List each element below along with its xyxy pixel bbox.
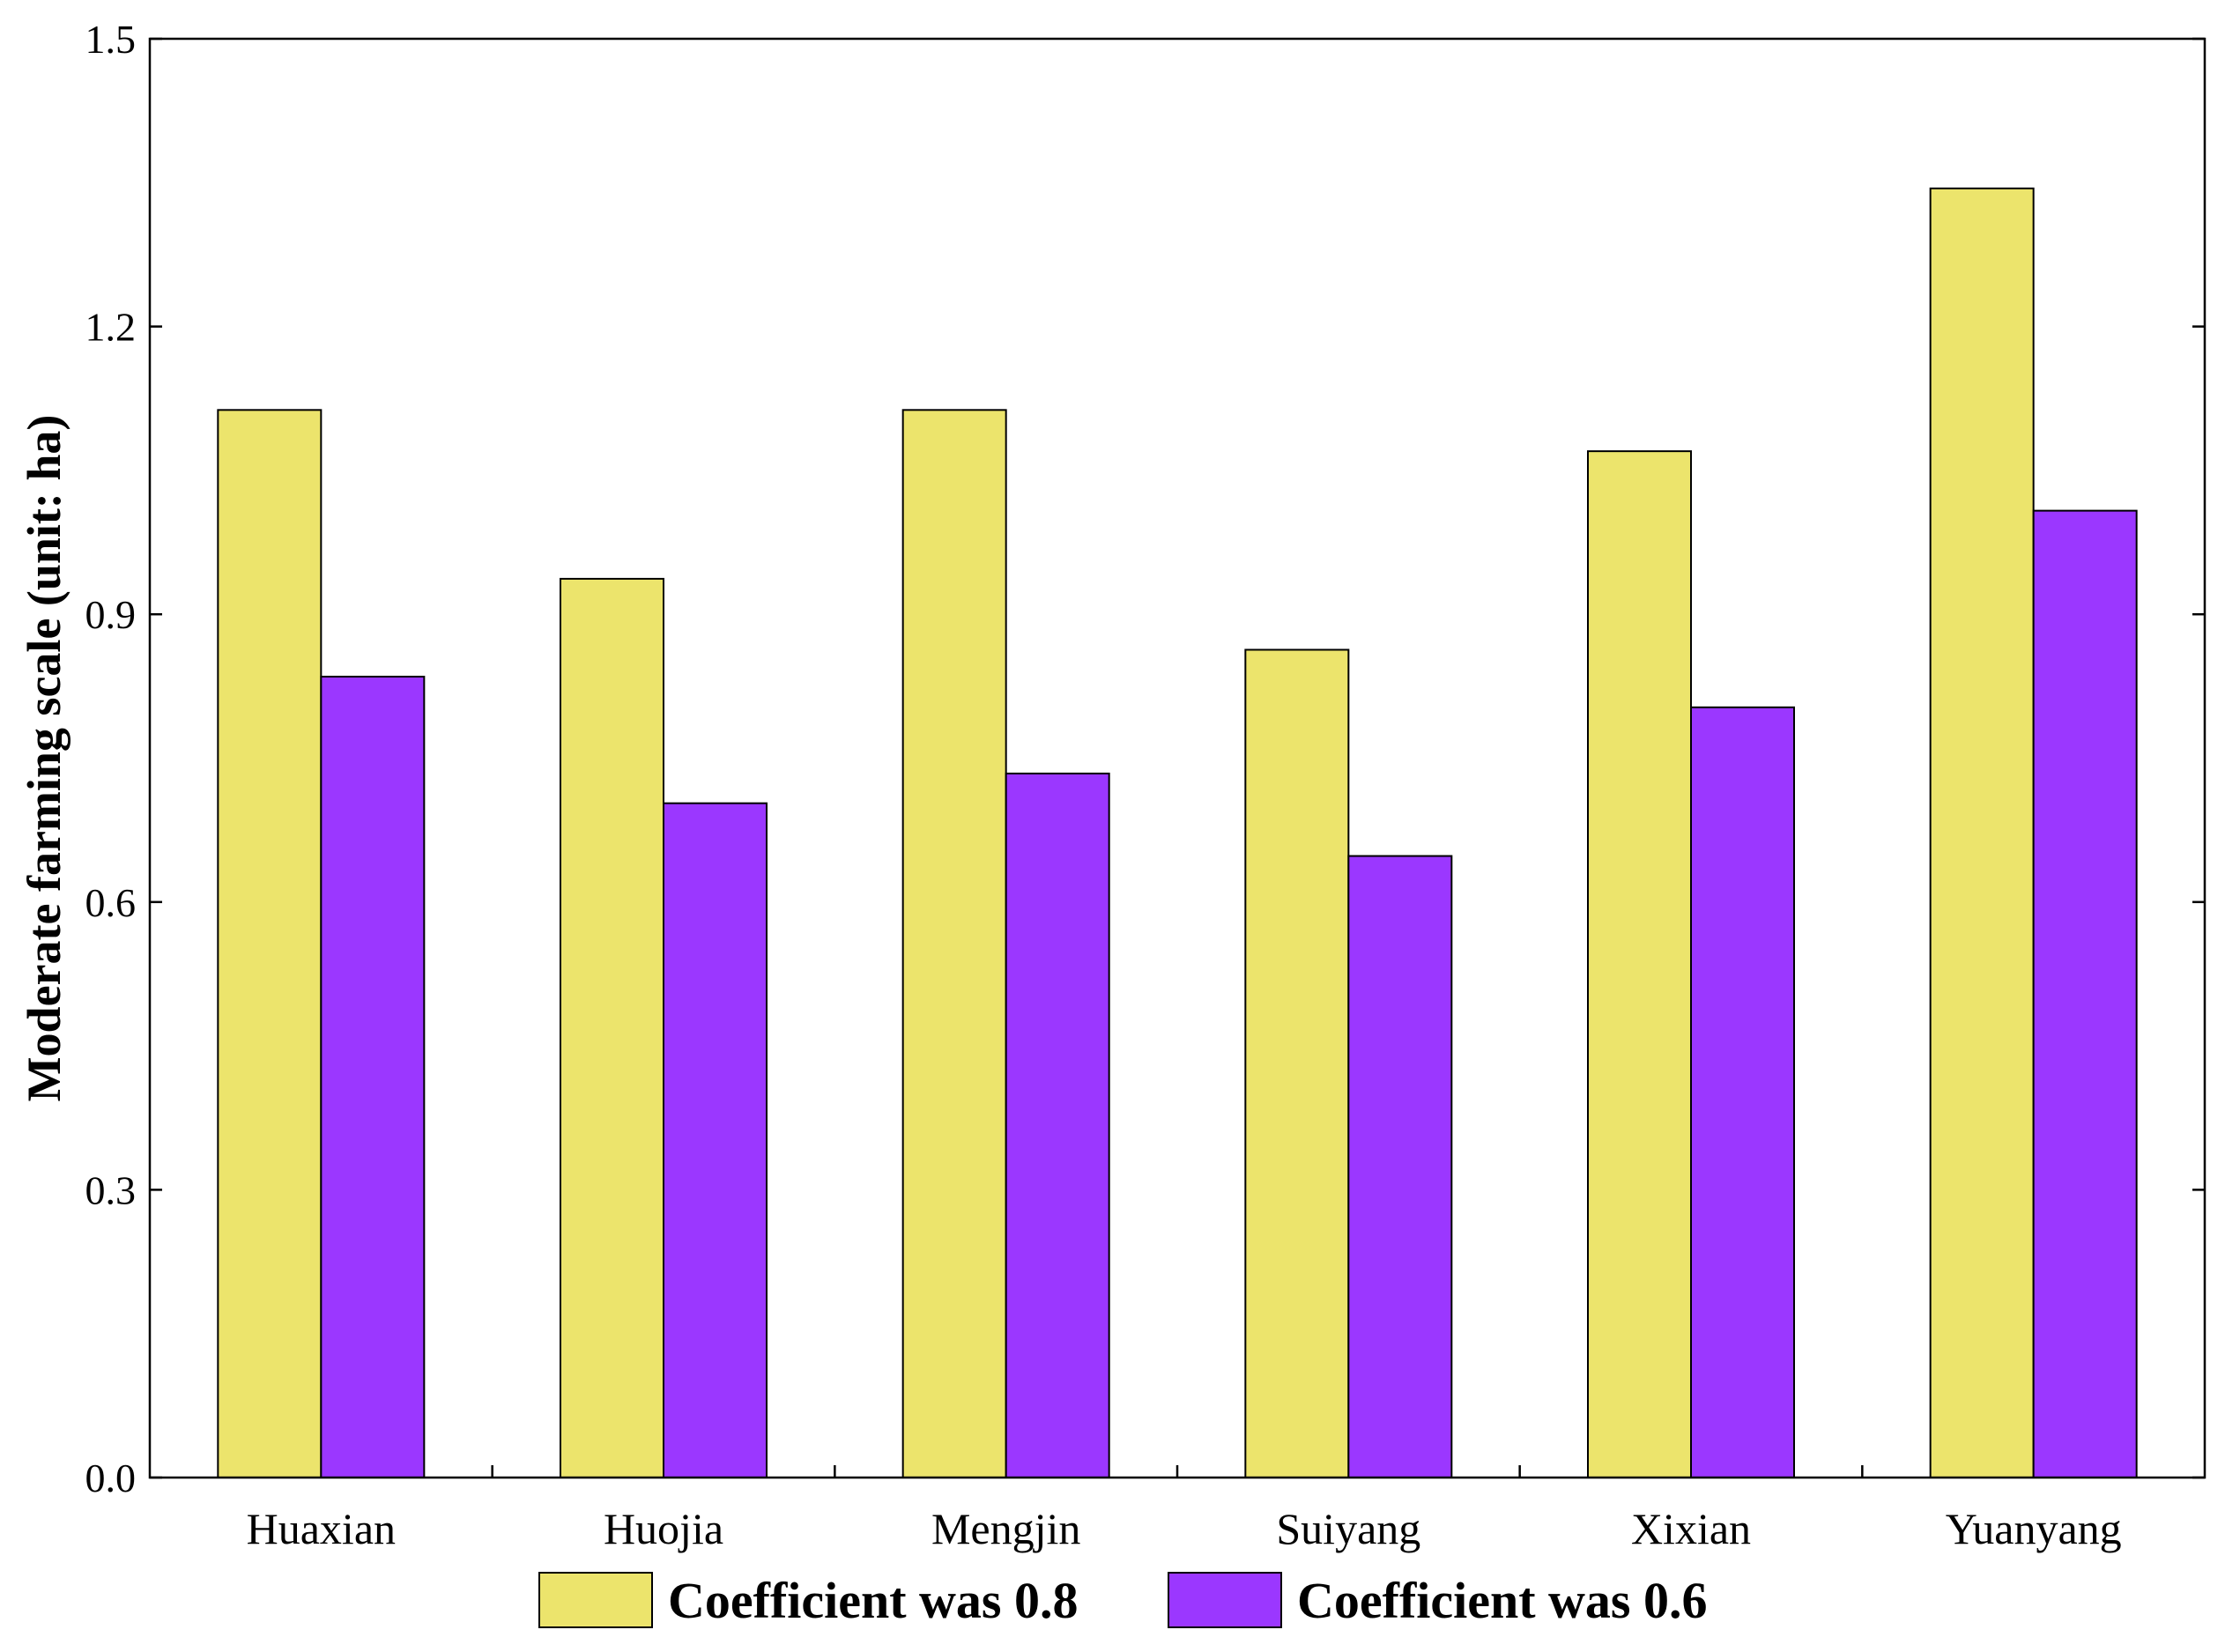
bars-layer	[217, 187, 2138, 1479]
legend-label-series-a: Coefficient was 0.8	[668, 1572, 1079, 1629]
legend-swatch-series-b	[1168, 1572, 1282, 1628]
bar-series-a-suiyang	[1244, 648, 1350, 1478]
y-tick-label: 1.2	[85, 305, 137, 350]
bar-series-b-huaxian	[320, 675, 426, 1478]
y-tick-label: 1.5	[85, 17, 137, 62]
bar-series-b-yuanyang	[2032, 509, 2138, 1478]
bar-series-a-huaxian	[217, 409, 323, 1479]
x-axis-ticks: Huaxian Huojia Mengjin Suiyang Xixian Yuanyan…	[247, 1465, 2122, 1553]
legend: Coefficient was 0.8 Coefficient was 0.6	[538, 1572, 1708, 1629]
y-tick-label: 0.6	[85, 880, 137, 925]
x-tick-label: Xixian	[1631, 1504, 1751, 1553]
bar-series-b-huojia	[663, 802, 768, 1478]
legend-label-series-b: Coefficient was 0.6	[1297, 1572, 1708, 1629]
bar-series-b-suiyang	[1347, 855, 1453, 1478]
legend-swatch-series-a	[538, 1572, 653, 1628]
bar-series-b-mengjin	[1005, 772, 1110, 1478]
x-tick-label: Huojia	[604, 1504, 723, 1553]
x-tick-label: Suiyang	[1276, 1504, 1420, 1553]
y-axis-ticks: 0.0 0.3 0.6 0.9 1.2 1.5	[85, 17, 2205, 1500]
plot-frame	[148, 37, 2206, 1479]
x-tick-label: Huaxian	[247, 1504, 396, 1553]
x-tick-label: Mengjin	[931, 1504, 1080, 1553]
y-axis-title: Moderate farming scale (unit: ha)	[18, 415, 70, 1102]
x-tick-label: Yuanyang	[1946, 1504, 2122, 1553]
y-tick-label: 0.3	[85, 1167, 137, 1212]
bar-series-b-xixian	[1690, 706, 1795, 1478]
bar-series-a-mengjin	[901, 409, 1007, 1479]
y-tick-label: 0.0	[85, 1456, 137, 1500]
y-tick-label: 0.9	[85, 592, 137, 637]
bar-series-a-huojia	[560, 577, 664, 1478]
bar-series-a-xixian	[1587, 450, 1692, 1478]
bar-series-a-yuanyang	[1929, 187, 2035, 1478]
